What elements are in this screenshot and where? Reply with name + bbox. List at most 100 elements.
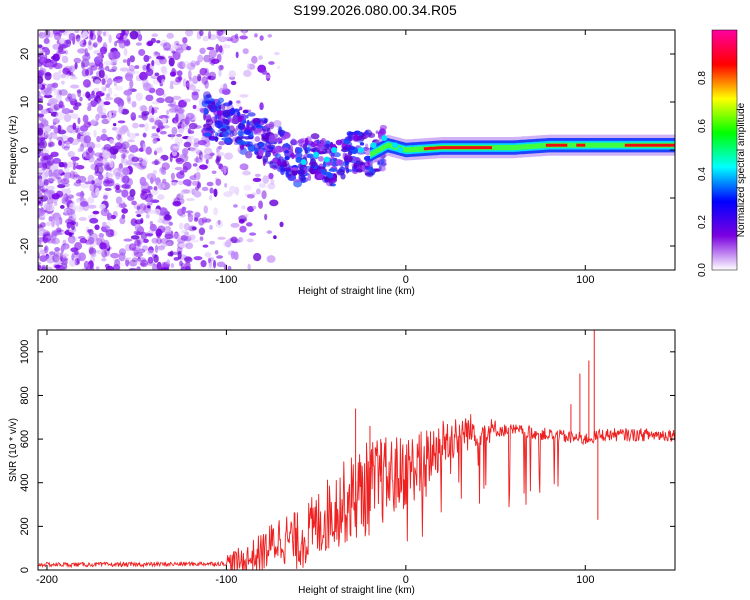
ridge-blob <box>280 166 285 172</box>
noise-blob <box>244 167 249 172</box>
noise-blob <box>175 157 184 165</box>
noise-blob <box>42 125 51 135</box>
noise-blob <box>168 107 176 114</box>
noise-blob <box>219 65 224 69</box>
ridge-blob <box>239 131 245 137</box>
noise-blob <box>50 55 56 60</box>
noise-blob <box>87 204 97 209</box>
noise-blob <box>145 213 150 219</box>
noise-blob <box>38 200 42 205</box>
noise-blob <box>207 257 212 264</box>
noise-blob <box>62 67 71 75</box>
noise-blob <box>218 145 222 150</box>
ridge-blob <box>214 131 219 137</box>
ridge-blob <box>359 142 365 146</box>
noise-blob <box>187 213 194 223</box>
noise-blob <box>73 162 79 167</box>
noise-blob <box>52 253 60 263</box>
noise-blob <box>43 94 53 99</box>
ridge-spot <box>381 135 388 141</box>
noise-blob <box>62 199 67 205</box>
noise-blob <box>61 257 69 263</box>
noise-blob <box>196 166 200 172</box>
noise-blob <box>45 158 51 162</box>
noise-blob <box>215 158 219 164</box>
noise-blob <box>115 196 123 205</box>
noise-blob <box>166 32 175 39</box>
noise-blob <box>218 68 222 77</box>
noise-blob <box>151 59 155 67</box>
noise-blob <box>273 235 277 240</box>
ridge-blob <box>233 128 239 132</box>
x-tick-label: 100 <box>576 274 594 286</box>
noise-blob <box>255 188 261 195</box>
noise-blob <box>58 37 65 45</box>
noise-blob <box>199 236 204 241</box>
noise-blob <box>157 121 164 131</box>
noise-blob <box>134 222 142 231</box>
noise-blob <box>39 255 48 262</box>
noise-blob <box>65 237 75 244</box>
noise-blob <box>115 171 121 180</box>
noise-blob <box>72 165 76 171</box>
noise-blob <box>135 92 143 101</box>
noise-blob <box>138 114 143 119</box>
noise-blob <box>193 125 202 129</box>
noise-blob <box>187 70 192 80</box>
noise-blob <box>61 55 69 64</box>
noise-blob <box>116 32 121 38</box>
ridge-blob <box>261 135 270 142</box>
ridge-blob <box>221 137 228 141</box>
ridge-spot <box>300 159 307 165</box>
noise-blob <box>184 231 190 237</box>
noise-blob <box>175 47 184 54</box>
noise-blob <box>94 224 100 231</box>
noise-blob <box>126 57 131 67</box>
noise-blob <box>98 69 105 79</box>
ridge-blob <box>379 128 386 135</box>
noise-blob <box>95 266 100 270</box>
noise-blob <box>159 238 169 244</box>
noise-blob <box>202 35 209 42</box>
noise-blob <box>169 71 176 77</box>
noise-blob <box>224 183 228 188</box>
noise-blob <box>69 151 76 156</box>
spectrogram-heatmap <box>38 30 675 270</box>
noise-blob <box>199 67 208 76</box>
noise-blob <box>99 242 107 250</box>
noise-blob <box>128 243 137 251</box>
noise-blob <box>152 137 158 144</box>
ridge-blob <box>353 162 358 170</box>
ridge-blob <box>345 167 350 174</box>
noise-blob <box>41 110 46 115</box>
noise-blob <box>217 30 224 37</box>
noise-blob <box>224 152 234 160</box>
noise-blob <box>251 55 258 64</box>
noise-blob <box>223 83 228 91</box>
noise-blob <box>75 164 85 170</box>
noise-blob <box>156 40 161 44</box>
noise-blob <box>136 205 141 211</box>
noise-blob <box>199 30 204 37</box>
noise-blob <box>106 93 110 98</box>
noise-blob <box>43 154 52 161</box>
noise-blob <box>205 72 211 77</box>
noise-blob <box>68 32 76 41</box>
ridge-blob <box>222 118 227 124</box>
ridge-blob <box>296 147 303 154</box>
noise-blob <box>130 235 140 240</box>
noise-blob <box>241 205 246 210</box>
noise-blob <box>146 41 153 47</box>
y-tick-label: 800 <box>19 386 31 404</box>
noise-blob <box>61 253 69 258</box>
noise-blob <box>43 54 48 60</box>
noise-blob <box>72 213 77 220</box>
noise-blob <box>104 65 110 72</box>
noise-blob <box>220 165 229 173</box>
noise-blob <box>192 88 201 93</box>
noise-blob <box>38 50 44 55</box>
noise-blob <box>181 189 191 194</box>
noise-blob <box>102 31 107 37</box>
noise-blob <box>151 107 155 115</box>
noise-blob <box>177 180 184 186</box>
